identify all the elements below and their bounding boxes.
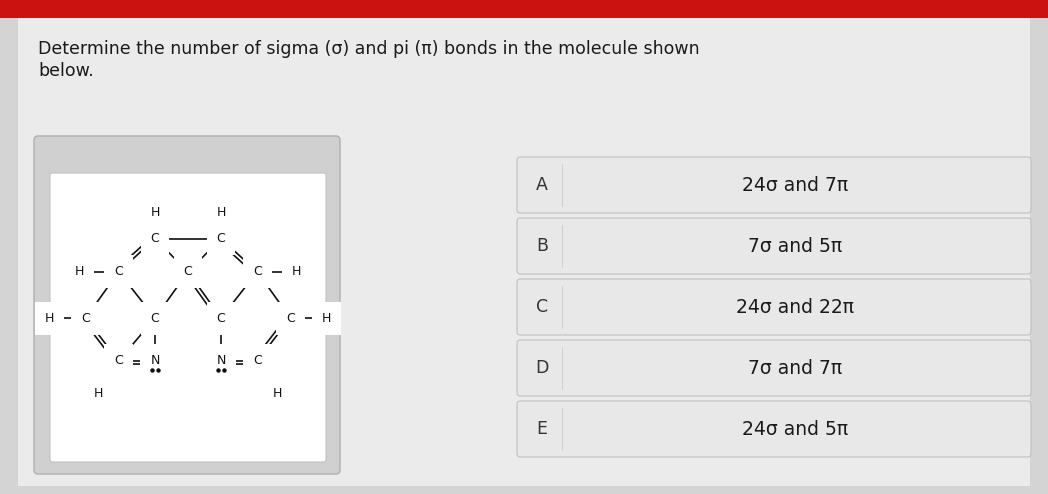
Text: C: C bbox=[536, 298, 548, 316]
Text: H: H bbox=[216, 206, 225, 219]
Text: 7σ and 5π: 7σ and 5π bbox=[748, 237, 842, 255]
Text: H: H bbox=[272, 387, 282, 401]
Text: H: H bbox=[322, 312, 331, 325]
Text: below.: below. bbox=[38, 62, 93, 80]
Text: C: C bbox=[253, 354, 262, 368]
Text: H: H bbox=[74, 265, 84, 278]
Text: C: C bbox=[217, 232, 225, 246]
Text: C: C bbox=[183, 265, 193, 278]
Text: B: B bbox=[536, 237, 548, 255]
Text: Determine the number of sigma (σ) and pi (π) bonds in the molecule shown: Determine the number of sigma (σ) and pi… bbox=[38, 40, 700, 58]
Text: 24σ and 22π: 24σ and 22π bbox=[736, 297, 854, 317]
Text: C: C bbox=[217, 312, 225, 325]
FancyBboxPatch shape bbox=[517, 157, 1031, 213]
Text: C: C bbox=[82, 312, 90, 325]
Text: C: C bbox=[151, 312, 159, 325]
Text: E: E bbox=[537, 420, 547, 438]
Text: C: C bbox=[286, 312, 294, 325]
Text: 7σ and 7π: 7σ and 7π bbox=[748, 359, 842, 377]
FancyBboxPatch shape bbox=[517, 340, 1031, 396]
Text: 24σ and 5π: 24σ and 5π bbox=[742, 419, 848, 439]
Text: H: H bbox=[94, 387, 104, 401]
FancyBboxPatch shape bbox=[517, 401, 1031, 457]
Text: C: C bbox=[114, 354, 123, 368]
Text: N: N bbox=[150, 354, 159, 368]
Text: A: A bbox=[537, 176, 548, 194]
FancyBboxPatch shape bbox=[517, 218, 1031, 274]
Text: H: H bbox=[292, 265, 302, 278]
FancyBboxPatch shape bbox=[34, 136, 340, 474]
Text: C: C bbox=[253, 265, 262, 278]
Bar bbox=[0, 0, 1048, 18]
Text: H: H bbox=[150, 206, 159, 219]
Text: H: H bbox=[45, 312, 54, 325]
Text: C: C bbox=[114, 265, 123, 278]
Text: D: D bbox=[536, 359, 549, 377]
Text: N: N bbox=[216, 354, 225, 368]
FancyBboxPatch shape bbox=[517, 279, 1031, 335]
Text: 24σ and 7π: 24σ and 7π bbox=[742, 175, 848, 195]
Text: C: C bbox=[151, 232, 159, 246]
FancyBboxPatch shape bbox=[50, 173, 326, 462]
